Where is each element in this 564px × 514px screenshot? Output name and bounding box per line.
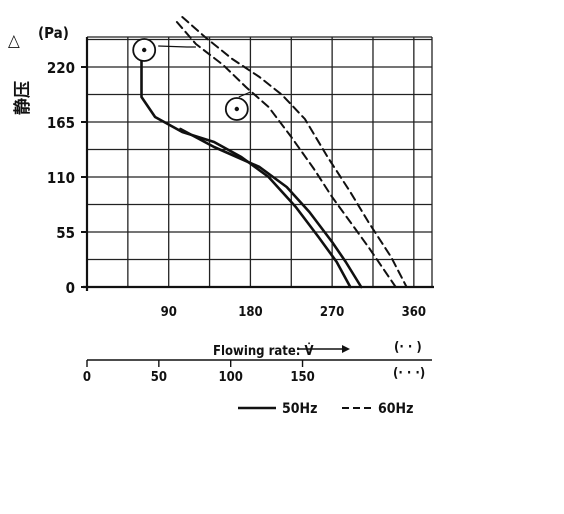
y-tick-label: 110 <box>47 169 75 187</box>
legend-label-60hz: 60Hz <box>378 401 413 417</box>
axes <box>81 37 434 367</box>
y-tick-label: 0 <box>66 279 75 297</box>
series-line-50hz <box>140 52 352 289</box>
markers <box>132 38 251 121</box>
secondary-x-tick-label: 150 <box>290 370 314 385</box>
marker-leader-line <box>158 45 196 48</box>
y-tick-label: 165 <box>47 114 75 132</box>
y-tick-label: 55 <box>56 224 75 242</box>
y-axis-label: 静压 <box>12 81 33 115</box>
series-line-60hz <box>181 16 408 288</box>
x-tick-label: 180 <box>238 305 262 320</box>
secondary-x-tick-label: 0 <box>83 370 91 385</box>
x-axis-arrow-head <box>342 345 350 353</box>
x-tick-label: 90 <box>161 305 177 320</box>
marker-dot <box>141 47 147 53</box>
x-axis-unit: (· · ) <box>394 340 422 355</box>
legend-label-50hz: 50Hz <box>282 401 317 417</box>
x-tick-label: 270 <box>320 305 344 320</box>
series-line-50hz <box>179 127 363 289</box>
x-tick-label: 360 <box>402 305 426 320</box>
x-axis-unit-secondary: (· · ·) <box>393 366 425 381</box>
marker-dot <box>234 106 240 112</box>
series-line-60hz <box>175 21 397 288</box>
x-axis-label: Flowing rate: V̇ <box>213 344 314 359</box>
y-axis-symbol: △ <box>8 31 20 51</box>
series-group <box>140 16 408 410</box>
y-tick-label: 220 <box>47 59 75 77</box>
y-axis-unit: (Pa) <box>38 24 69 42</box>
secondary-x-tick-label: 50 <box>151 370 167 385</box>
grid <box>87 36 433 287</box>
labels: 静压 △ (Pa) Flowing rate: V̇ (· · ) (· · ·… <box>8 24 426 417</box>
secondary-x-tick-label: 100 <box>218 370 242 385</box>
marker-leader-line <box>238 91 251 98</box>
